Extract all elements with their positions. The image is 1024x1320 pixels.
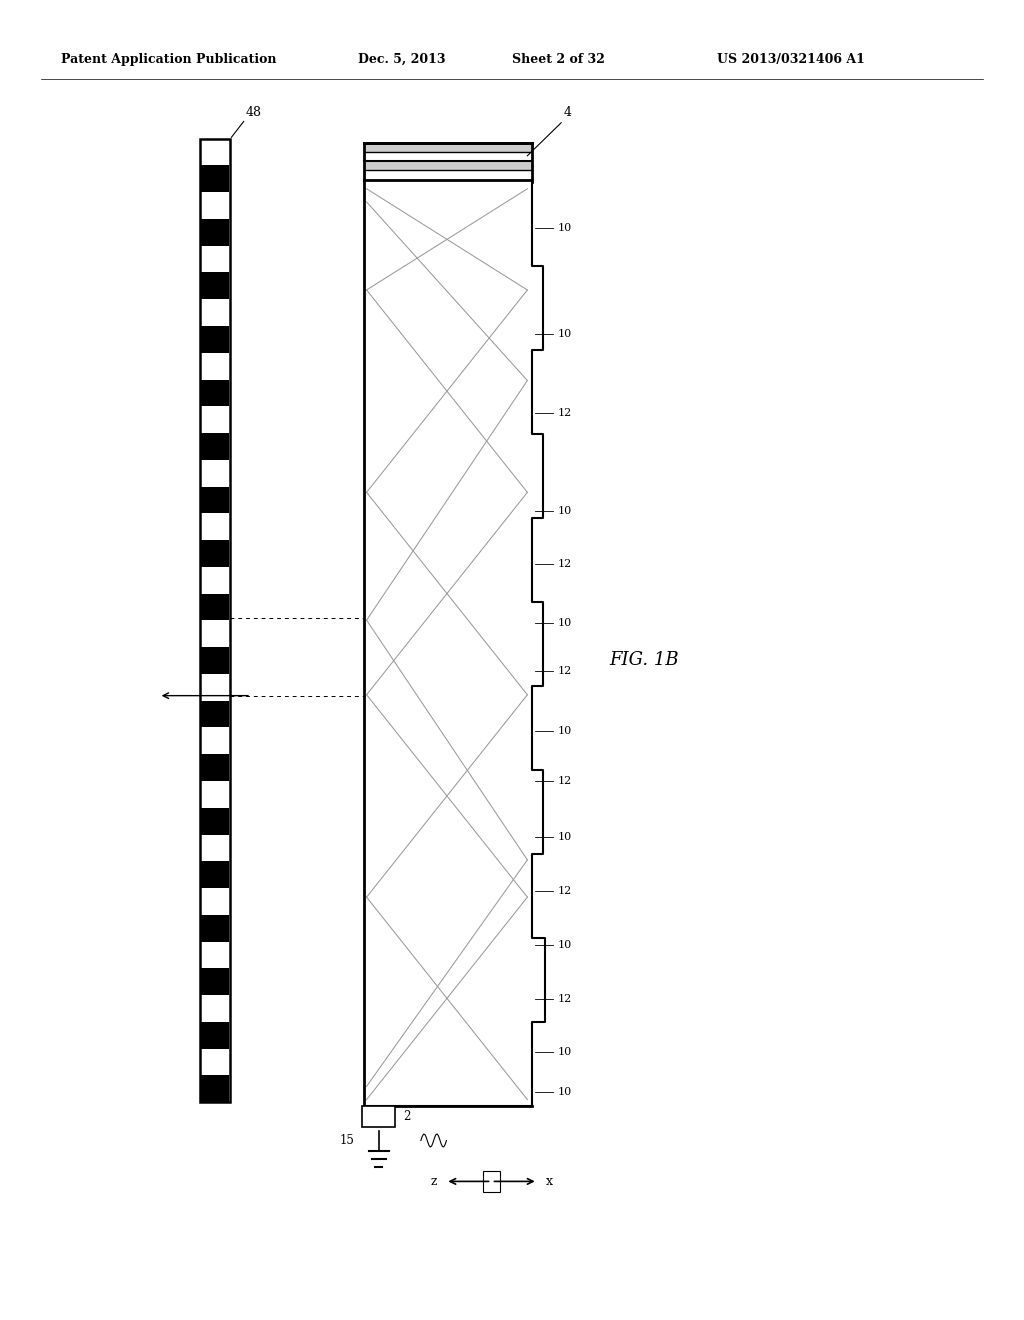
Bar — [201, 407, 229, 433]
Bar — [201, 139, 229, 165]
Text: FIG. 1B: FIG. 1B — [609, 651, 679, 669]
Bar — [201, 727, 229, 754]
Bar — [201, 433, 229, 459]
Bar — [201, 969, 229, 995]
Bar — [201, 326, 229, 352]
Bar — [201, 272, 229, 300]
Text: Sheet 2 of 32: Sheet 2 of 32 — [512, 53, 605, 66]
Text: 12: 12 — [558, 665, 572, 676]
Text: 15: 15 — [339, 1134, 354, 1147]
Text: 10: 10 — [558, 832, 572, 842]
Bar — [201, 513, 229, 540]
Bar — [201, 380, 229, 407]
Bar — [201, 352, 229, 380]
Bar — [201, 647, 229, 675]
Text: 12: 12 — [558, 558, 572, 569]
Bar — [364, 143, 532, 152]
Text: 12: 12 — [558, 776, 572, 787]
Bar — [201, 915, 229, 941]
Bar — [200, 139, 230, 1102]
Bar — [201, 995, 229, 1022]
Bar — [201, 540, 229, 566]
Bar — [201, 1048, 229, 1076]
Text: 12: 12 — [558, 994, 572, 1005]
Text: 2: 2 — [403, 1110, 411, 1123]
Bar — [201, 1022, 229, 1048]
Bar — [201, 754, 229, 781]
Bar — [201, 459, 229, 487]
Bar — [201, 219, 229, 246]
Bar — [201, 566, 229, 594]
Text: US 2013/0321406 A1: US 2013/0321406 A1 — [717, 53, 864, 66]
Text: 10: 10 — [558, 618, 572, 628]
Bar — [201, 675, 229, 701]
Bar — [201, 246, 229, 272]
Bar — [201, 888, 229, 915]
Text: z: z — [431, 1175, 437, 1188]
Bar — [200, 139, 230, 1102]
Text: 48: 48 — [246, 106, 262, 119]
Text: 4: 4 — [563, 106, 571, 119]
Bar — [201, 861, 229, 888]
Bar — [201, 781, 229, 808]
Bar — [201, 834, 229, 861]
Bar — [201, 300, 229, 326]
Text: Dec. 5, 2013: Dec. 5, 2013 — [358, 53, 445, 66]
Bar — [362, 1106, 395, 1127]
Text: 12: 12 — [558, 886, 572, 896]
Text: 10: 10 — [558, 506, 572, 516]
Text: 10: 10 — [558, 223, 572, 234]
Bar — [201, 1076, 229, 1102]
Bar — [483, 1171, 500, 1192]
Text: 10: 10 — [558, 329, 572, 339]
Bar — [201, 941, 229, 969]
Bar — [201, 165, 229, 193]
Bar — [201, 487, 229, 513]
Bar — [201, 701, 229, 727]
Text: x: x — [546, 1175, 553, 1188]
Text: 12: 12 — [558, 408, 572, 418]
Text: 10: 10 — [558, 726, 572, 737]
Text: 10: 10 — [558, 1086, 572, 1097]
Bar — [201, 808, 229, 834]
Bar — [201, 620, 229, 647]
Bar — [364, 161, 532, 170]
Text: 10: 10 — [558, 1047, 572, 1057]
Bar — [364, 143, 532, 1106]
Bar — [201, 193, 229, 219]
Text: Patent Application Publication: Patent Application Publication — [61, 53, 276, 66]
Text: 10: 10 — [558, 940, 572, 950]
Bar — [201, 594, 229, 620]
